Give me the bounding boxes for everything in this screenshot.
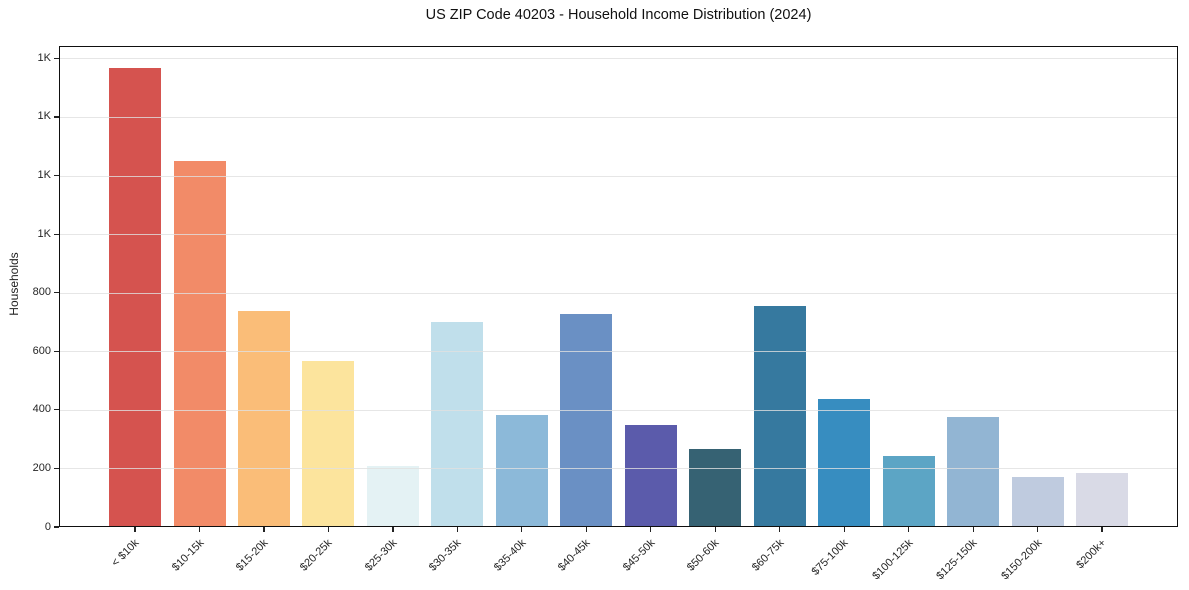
gridline (59, 234, 1178, 236)
bar--20-25k (302, 360, 355, 527)
x-tick-label: $60-75k (749, 537, 787, 574)
x-tick-label: $35-40k (491, 537, 529, 574)
y-tick-mark (54, 350, 59, 352)
x-tick-label: $50-60k (685, 537, 722, 574)
x-tick-label: $10-15k (169, 537, 206, 574)
x-tick-label: $150-200k (998, 537, 1044, 583)
y-tick-mark (54, 292, 59, 294)
x-tick-mark (972, 527, 974, 532)
x-tick-mark (1036, 527, 1039, 532)
y-tick-label: 800 (32, 286, 51, 299)
gridline (59, 58, 1178, 60)
y-tick-mark (54, 467, 59, 470)
gridline (59, 116, 1178, 118)
y-tick-label: 1K (37, 51, 51, 64)
gridline (59, 468, 1178, 470)
x-tick-mark (327, 527, 330, 532)
x-tick-label: $100-125k (869, 537, 916, 583)
x-tick-mark (1101, 527, 1103, 532)
y-tick-mark (54, 409, 59, 411)
y-tick-label: 1K (37, 169, 51, 181)
bar--125-150k (947, 417, 1000, 527)
x-tick-mark (585, 527, 587, 532)
x-tick-label: $40-45k (556, 537, 593, 574)
bar--35-40k (495, 415, 548, 527)
bar--15-20k (237, 310, 290, 527)
bar--10-15k (173, 161, 226, 527)
y-tick-label: 0 (44, 520, 51, 533)
x-tick-mark (521, 527, 523, 532)
bar--60-75k (753, 305, 806, 527)
x-tick-mark (134, 527, 136, 532)
gridline (59, 292, 1178, 294)
bar--10k (109, 67, 161, 527)
x-tick-label: $15-20k (233, 537, 271, 574)
plot-area (59, 46, 1178, 527)
x-tick-mark (456, 527, 458, 532)
y-axis-label: Households (7, 252, 21, 316)
y-tick-label: 400 (32, 403, 51, 416)
gridline (59, 409, 1178, 411)
x-tick-label: $200k+ (1074, 537, 1109, 572)
x-tick-label: $45-50k (620, 537, 658, 574)
bar--50-60k (689, 449, 742, 527)
bar--45-50k (624, 425, 677, 527)
bar--150-200k (1011, 476, 1064, 527)
gridline (59, 351, 1178, 353)
x-tick-label: $75-100k (809, 537, 851, 578)
x-tick-label: < $10k (109, 537, 142, 570)
x-tick-mark (650, 527, 652, 532)
bar--30-35k (431, 322, 484, 527)
y-tick-mark (54, 174, 59, 177)
x-tick-mark (263, 527, 265, 532)
x-tick-label: $25-30k (362, 537, 400, 574)
x-tick-mark (392, 527, 394, 532)
gridline (59, 175, 1178, 177)
y-tick-label: 1K (37, 110, 51, 123)
y-tick-label: 600 (32, 344, 51, 357)
y-tick-mark (54, 116, 59, 118)
y-tick-label: 1K (37, 227, 51, 240)
bar--25-30k (366, 465, 419, 527)
x-tick-label: $125-150k (934, 537, 980, 583)
x-tick-mark (843, 527, 845, 532)
x-tick-mark (198, 527, 201, 532)
x-tick-mark (779, 527, 781, 532)
bar--75-100k (818, 399, 871, 527)
x-tick-mark (714, 527, 716, 532)
y-tick-label: 200 (32, 461, 51, 474)
bar--40-45k (560, 313, 613, 527)
x-tick-label: $30-35k (427, 537, 464, 574)
y-tick-mark (54, 233, 59, 235)
x-tick-mark (908, 527, 910, 532)
bar--100-125k (882, 455, 935, 527)
y-tick-mark (54, 57, 59, 59)
x-tick-label: $20-25k (298, 537, 335, 574)
chart-title: US ZIP Code 40203 - Household Income Dis… (425, 7, 812, 23)
bar--200k+ (1076, 473, 1128, 527)
y-tick-mark (54, 526, 59, 528)
